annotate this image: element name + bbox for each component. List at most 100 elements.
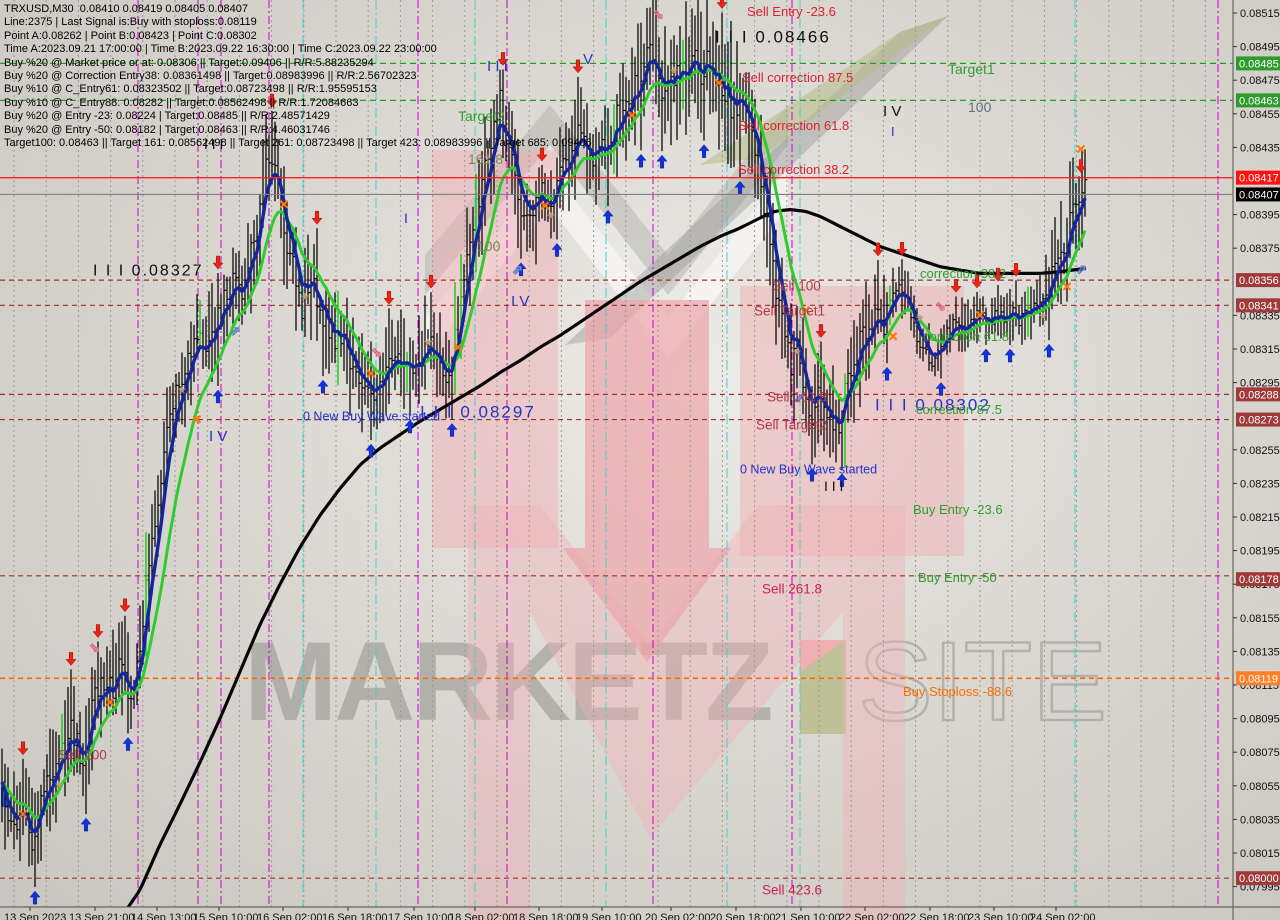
buy-arrow-icon [446, 423, 458, 437]
price-tick-label: 0.08235 [1240, 478, 1280, 490]
price-badge-label: 0.08288 [1239, 389, 1279, 401]
price-badge [1236, 412, 1280, 427]
price-badge [1236, 298, 1280, 313]
chart-annotation: Target1 [948, 61, 995, 77]
hollow-sell-arrow-icon: ⇘ [89, 640, 100, 655]
time-tick-label: 23 Sep 10:00 [968, 912, 1033, 920]
price-badge [1236, 93, 1280, 108]
chart-annotation: I I I 0.08327 [93, 263, 204, 280]
star-marker-icon: ★ [915, 313, 925, 325]
time-tick-label: 20 Sep 18:00 [710, 912, 775, 920]
time-tick-label: 20 Sep 02:00 [645, 912, 710, 920]
trade-info-panel: TRXUSD,M30 0.08410 0.08419 0.08405 0.084… [4, 3, 592, 150]
signal-markers: ★ ★ ★ ★ ★ ★ ★ ★ ★ ⇘ ⇗ ⇘ ⇗ ⇘ ⇗ ⇘ ⇗ [17, 0, 1087, 905]
price-tick-label: 0.08075 [1240, 747, 1280, 759]
chart-annotation: 0 New Buy Wave started [303, 410, 440, 424]
price-tick-label: 0.08475 [1240, 75, 1280, 87]
price-badge-label: 0.08119 [1239, 673, 1278, 685]
price-tick-label: 0.08335 [1240, 310, 1280, 322]
price-badge [1236, 56, 1280, 71]
sell-arrow-icon [212, 255, 224, 270]
buy-arrow-icon [698, 144, 710, 158]
chart-annotation: Sell 161.8 [767, 389, 827, 404]
chart-annotation: Sell 261.8 [762, 581, 822, 596]
time-tick-label: 14 Sep 13:00 [131, 912, 196, 920]
info-line: TRXUSD,M30 0.08410 0.08419 0.08405 0.084… [4, 3, 249, 15]
price-badge-label: 0.08178 [1239, 574, 1279, 586]
time-tick-label: 24 Sep 02:00 [1030, 912, 1095, 920]
chart-annotation: Sell 423.6 [762, 882, 822, 897]
chart-annotation: I I I 0.08302 [875, 395, 991, 414]
buy-arrow-icon [404, 419, 416, 434]
time-tick-label: 17 Sep 10:00 [388, 912, 453, 920]
sell-arrow-icon [872, 242, 884, 257]
watermark-site-text: SITE [857, 619, 1108, 744]
star-marker-icon: ★ [792, 346, 802, 358]
chart-annotation: V [583, 51, 593, 68]
info-line: Point A:0.08262 | Point B:0.08423 | Poin… [4, 29, 257, 42]
time-tick-label: 18 Sep 18:00 [513, 912, 578, 920]
price-tick-label: 0.08095 [1240, 714, 1280, 726]
sell-arrow-icon [572, 59, 584, 74]
chart-annotation: Target2 [458, 108, 505, 124]
chart-annotation: Sell 100 [772, 278, 821, 293]
buy-arrow-icon [1004, 348, 1016, 363]
info-line: Target100: 0.08463 || Target 161: 0.0856… [4, 137, 592, 150]
buy-arrow-icon [551, 243, 563, 257]
chart-annotation: I [404, 210, 408, 226]
sell-arrow-icon [266, 93, 278, 108]
chart-annotation: 100 [477, 238, 501, 254]
price-badge [1236, 572, 1280, 587]
buy-arrow-icon [734, 180, 746, 195]
sell-arrow-icon [896, 241, 908, 256]
chart-annotation: 100 [968, 99, 992, 115]
info-line: Buy %10 @ C_Entry88: 0.08282 || Target:0… [4, 96, 359, 109]
price-tick-label: 0.08315 [1240, 344, 1280, 356]
hollow-buy-arrow-icon: ⇗ [230, 323, 241, 338]
price-tick-label: 0.08255 [1240, 445, 1280, 457]
sell-arrow-icon [383, 290, 395, 305]
time-tick-label: 16 Sep 18:00 [322, 912, 387, 920]
time-tick-label: 15 Sep 10:00 [193, 912, 258, 920]
chart-annotation: Sell correction 87.5 [742, 70, 853, 85]
price-level-lines [0, 62, 1233, 879]
sell-arrow-icon [716, 0, 728, 9]
hollow-sell-arrow-icon: ⇘ [371, 345, 382, 360]
hollow-buy-arrow-icon: ⇗ [794, 390, 805, 405]
chart-annotations: Sell Entry -23.6 I I I 0.08466 Sell correc… [58, 4, 1012, 897]
chart-annotation: Sell correction 38.2 [738, 162, 849, 177]
star-marker-icon: ★ [669, 65, 679, 77]
buy-arrow-icon [515, 262, 527, 277]
sell-arrow-icon [92, 624, 104, 638]
chart-annotation: 161.8 [468, 151, 503, 167]
time-tick-label: 19 Sep 10:00 [576, 912, 641, 920]
chart-annotation: I I I [487, 58, 508, 75]
time-tick-label: 22 Sep 18:00 [904, 912, 969, 920]
price-badge-label: 0.08273 [1239, 415, 1279, 427]
hollow-buy-arrow-icon: ⇗ [512, 262, 523, 277]
sell-arrow-icon [311, 210, 323, 225]
price-badge-label: 0.08407 [1239, 189, 1279, 201]
sell-arrow-icon [497, 52, 509, 66]
sell-arrow-icon [536, 147, 548, 162]
time-tick-label: 21 Sep 10:00 [775, 912, 840, 920]
info-line: Line:2375 | Last Signal is:Buy with stop… [4, 16, 257, 29]
price-tick-label: 0.08395 [1240, 210, 1280, 222]
current-price-lines [0, 176, 1233, 196]
chart-annotation: Buy Entry -23.6 [913, 502, 1003, 517]
chart-annotation: I V [209, 428, 227, 445]
star-marker-icon: ★ [546, 211, 556, 223]
price-tick-label: 0.08195 [1240, 546, 1280, 558]
sell-arrow-icon [119, 598, 131, 613]
star-marker-icon: ★ [1038, 311, 1048, 323]
chart-annotation: Sell Entry -23.6 [747, 4, 836, 19]
star-marker-icon: ★ [54, 779, 64, 791]
price-badge [1236, 387, 1280, 402]
price-badge-label: 0.08463 [1239, 95, 1279, 107]
hollow-sell-arrow-icon: ⇘ [935, 298, 946, 313]
buy-arrow-icon [212, 389, 224, 404]
sell-arrow-icon [992, 267, 1004, 282]
buy-arrow-icon [122, 737, 134, 751]
